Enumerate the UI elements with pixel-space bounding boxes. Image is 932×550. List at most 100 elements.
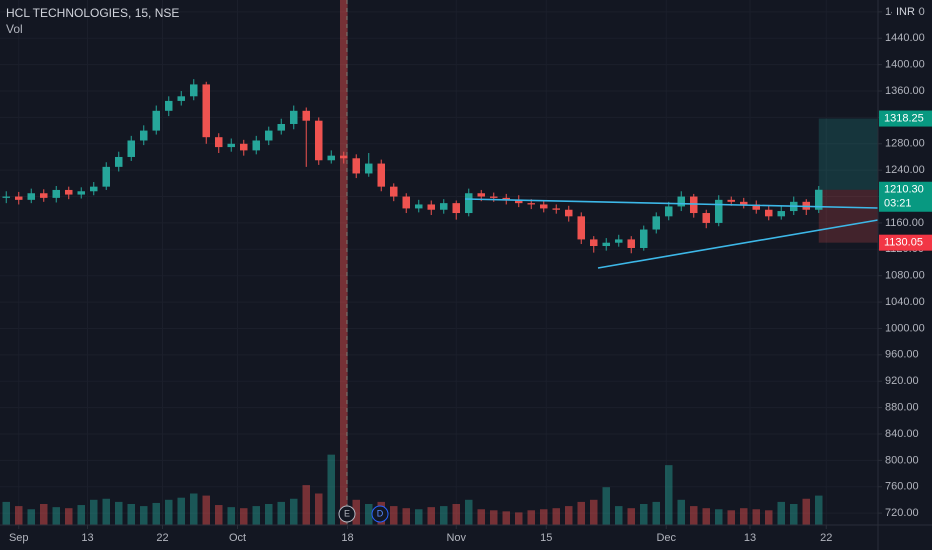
candle-body	[190, 84, 198, 97]
trend-line-upper	[464, 198, 879, 209]
volume-bar	[127, 504, 135, 525]
candle-body	[140, 130, 148, 141]
volume-bar	[740, 508, 748, 525]
volume-bar	[315, 493, 323, 525]
volume-bar	[590, 499, 598, 525]
price-tag	[879, 110, 932, 127]
volume-bar	[265, 504, 273, 525]
y-tick-label: 880.00	[885, 402, 919, 414]
candle-body	[327, 155, 335, 161]
y-tick-label: 960.00	[885, 349, 919, 361]
volume-bar	[677, 499, 685, 525]
candle-body	[2, 196, 10, 198]
x-tick-label: 22	[820, 532, 832, 544]
candle-body	[677, 196, 685, 207]
event-icon[interactable]: D	[371, 505, 389, 523]
volume-bar	[627, 508, 635, 525]
volume-bar	[652, 501, 660, 525]
volume-bar	[90, 499, 98, 525]
candle-body	[27, 193, 35, 200]
event-text: D	[377, 508, 384, 518]
volume-bar	[390, 506, 398, 525]
price-tag-label: 1130.05	[884, 237, 923, 249]
volume-bar	[665, 465, 673, 525]
volume-bar	[302, 485, 310, 525]
volume-bar	[752, 509, 760, 525]
candle-body	[265, 130, 273, 141]
volume-bar	[252, 506, 260, 525]
candle-body	[777, 211, 785, 217]
profit-zone	[818, 118, 878, 190]
x-tick-label: 13	[744, 532, 756, 544]
candle-body	[615, 239, 623, 243]
candle-body	[690, 196, 698, 214]
volume-bar	[15, 506, 23, 525]
volume-bar	[490, 510, 498, 525]
x-tick-label: Oct	[229, 532, 246, 544]
y-tick-label: 1440.00	[885, 32, 925, 44]
volume-bar	[165, 499, 173, 525]
y-tick-label: 920.00	[885, 375, 919, 387]
candle-body	[227, 143, 235, 148]
candle-body	[15, 196, 23, 200]
y-tick-label: 720.00	[885, 507, 919, 519]
candle-body	[215, 137, 223, 148]
candle-body	[377, 163, 385, 187]
candle-body	[590, 239, 598, 247]
candle-body	[102, 166, 110, 187]
x-tick-label: 18	[341, 532, 353, 544]
price-tag	[879, 181, 932, 212]
position-tool	[818, 118, 878, 243]
loss-zone	[818, 189, 878, 243]
y-tick-label: 1080.00	[885, 270, 925, 282]
candle-body	[665, 206, 673, 217]
volume-bar	[102, 498, 110, 525]
volume-bar	[727, 510, 735, 525]
y-tick-label: 1160.00	[885, 217, 924, 229]
volume-bar	[65, 508, 73, 525]
candle-body	[815, 189, 823, 210]
volume-bar	[815, 495, 823, 525]
candle-body	[90, 186, 98, 192]
volume-bar	[790, 504, 798, 525]
volume-bar	[802, 498, 810, 525]
candle-body	[715, 199, 723, 223]
volume-bar	[777, 501, 785, 525]
volume-bar	[440, 506, 448, 525]
y-tick-label: 1360.00	[885, 85, 925, 97]
candle-body	[290, 110, 298, 124]
y-tick-label: 1400.00	[885, 59, 925, 71]
volume-bar	[415, 509, 423, 525]
volume-bar	[540, 509, 548, 525]
candle-body	[65, 189, 73, 195]
volume-bar	[565, 506, 573, 525]
volume-bar	[2, 501, 10, 525]
candle-body	[727, 199, 735, 202]
candle-body	[465, 193, 473, 214]
y-tick-label: 1000.00	[885, 322, 925, 334]
event-icon[interactable]: E	[338, 505, 356, 523]
candle-body	[577, 216, 585, 240]
volume-bar	[40, 504, 48, 525]
candle-body	[302, 110, 310, 121]
candle-body	[415, 204, 423, 209]
volume-bar	[227, 507, 235, 525]
y-tick-label: 840.00	[885, 428, 919, 440]
volume-bar	[177, 497, 185, 525]
x-tick-label: Nov	[446, 532, 466, 544]
candle-body	[352, 158, 360, 174]
price-tag-label: 1318.25	[884, 112, 924, 124]
candle-body	[515, 199, 523, 204]
candle-body	[52, 189, 60, 198]
candle-body	[177, 96, 185, 101]
candle-body	[652, 216, 660, 230]
x-tick-label: Dec	[656, 532, 676, 544]
candle-body	[702, 213, 710, 223]
candle-body	[602, 242, 610, 247]
volume-bar	[115, 501, 123, 525]
event-circle	[371, 505, 389, 523]
x-tick-label: Sep	[9, 532, 29, 544]
trend-line-lower	[597, 219, 879, 269]
